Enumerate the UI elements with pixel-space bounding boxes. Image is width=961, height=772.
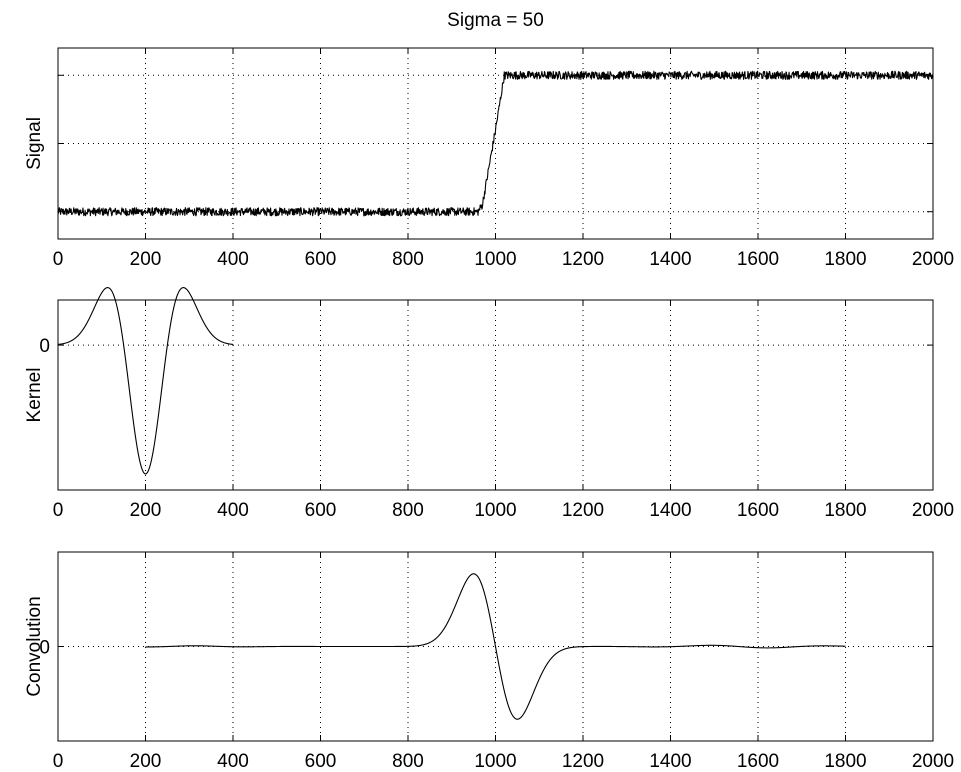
axes-frame <box>57 551 934 742</box>
x-tick-label: 600 <box>305 500 337 521</box>
x-tick-label: 1000 <box>474 500 516 521</box>
x-tick-label: 400 <box>217 500 249 521</box>
x-tick-label: 800 <box>392 249 424 270</box>
x-tick-label: 1000 <box>474 249 516 270</box>
x-tick-label: 1800 <box>824 249 866 270</box>
x-tick-label: 200 <box>130 751 162 772</box>
x-tick-label: 1200 <box>562 249 604 270</box>
x-tick-label: 2000 <box>912 751 954 772</box>
x-tick-label: 800 <box>392 500 424 521</box>
x-tick-label: 1000 <box>474 751 516 772</box>
x-tick-label: 200 <box>130 500 162 521</box>
x-tick-label: 1400 <box>649 249 691 270</box>
x-tick-label: 600 <box>305 249 337 270</box>
x-tick-label: 200 <box>130 249 162 270</box>
panels: 0 200 400 600 800 1000 1200 1400 1600 1800 2000Sig… <box>24 47 954 772</box>
x-tick-label: 1800 <box>824 500 866 521</box>
x-tick-label: 1400 <box>649 500 691 521</box>
axes-frame <box>57 47 934 240</box>
x-tick-label: 400 <box>217 249 249 270</box>
y-axis-label: Convolution <box>24 596 45 696</box>
x-tick-label: 400 <box>217 751 249 772</box>
x-tick-label: 600 <box>305 751 337 772</box>
y-axis-label: Kernel <box>24 368 45 423</box>
y-axis-label: Signal <box>24 117 45 170</box>
x-tick-label: 1200 <box>562 500 604 521</box>
panel-1: 0 200 400 600 800 1000 1200 1400 1600 1800 2000 Sig… <box>24 47 954 270</box>
x-tick-label: 1800 <box>824 751 866 772</box>
series-line-signal <box>57 70 934 217</box>
x-tick-label: 800 <box>392 751 424 772</box>
x-tick-label: 1400 <box>649 751 691 772</box>
y-tick-label: 0 <box>39 638 50 659</box>
x-tick-label: 2000 <box>912 500 954 521</box>
axes-frame <box>57 299 934 491</box>
x-tick-label: 1600 <box>737 751 779 772</box>
panel-3: 0 200 400 600 800 1000 1200 1400 1600 1800 20000Co… <box>24 551 954 772</box>
x-tick-label: 0 <box>53 249 64 270</box>
panel-2: 0 200 400 600 800 1000 1200 1400 1600 1800 2000 0 Ke… <box>24 287 954 521</box>
x-tick-label: 0 <box>53 751 64 772</box>
figure-title: Sigma = 50 <box>447 10 544 31</box>
x-tick-label: 1600 <box>737 500 779 521</box>
series-line-kernel <box>57 287 234 475</box>
x-tick-label: 1200 <box>562 751 604 772</box>
series-line-convolution <box>145 573 846 720</box>
x-tick-label: 0 <box>53 500 64 521</box>
y-tick-label: 0 <box>39 336 50 357</box>
x-tick-label: 2000 <box>912 249 954 270</box>
x-tick-label: 1600 <box>737 249 779 270</box>
